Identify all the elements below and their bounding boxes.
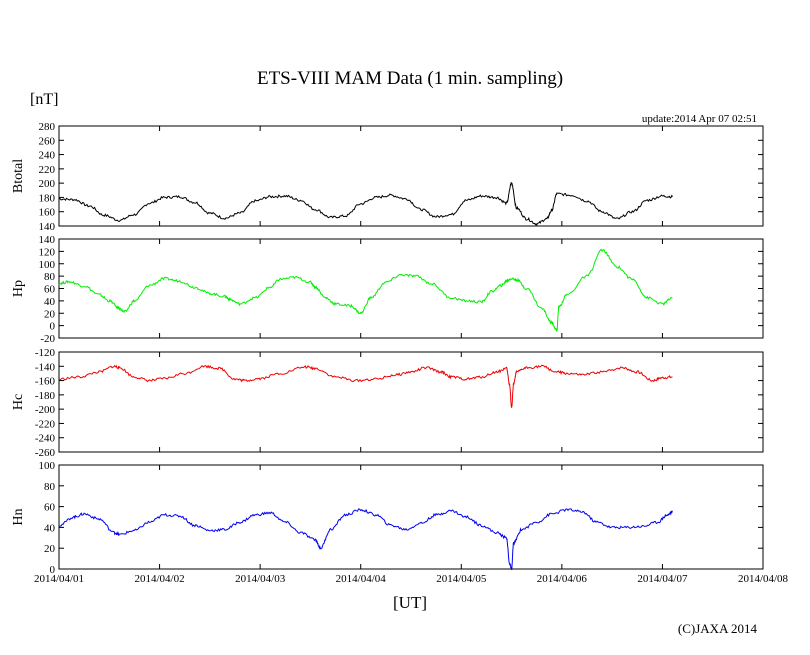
panel-frame — [58, 125, 764, 227]
series-line-btotal — [58, 181, 673, 227]
series-line-hn — [58, 508, 673, 571]
y-tick-label: 140 — [39, 234, 56, 246]
x-tick-label: 2014/04/02 — [135, 573, 185, 585]
panel-ylabel: Hp — [11, 280, 26, 297]
y-tick-label: 200 — [39, 178, 56, 190]
y-tick-label: 40 — [44, 296, 56, 308]
x-tick-label: 2014/04/04 — [336, 573, 387, 585]
panel-ylabel: Btotal — [11, 159, 26, 193]
y-tick-label: 0 — [50, 321, 56, 333]
y-tick-label: 60 — [44, 502, 56, 514]
series-line-hp — [58, 248, 673, 333]
y-tick-label: -240 — [35, 433, 56, 445]
y-tick-label: 20 — [44, 543, 56, 555]
chart-title: ETS-VIII MAM Data (1 min. sampling) — [257, 68, 563, 89]
panel-frame — [58, 351, 764, 453]
y-tick-label: 80 — [44, 271, 56, 283]
y-tick-label: 40 — [44, 522, 56, 534]
series-line-hc — [58, 364, 673, 408]
y-tick-label: 120 — [39, 246, 56, 258]
y-tick-label: 80 — [44, 481, 56, 493]
unit-label: [nT] — [30, 91, 58, 108]
y-tick-label: 240 — [39, 150, 56, 162]
y-tick-label: 180 — [39, 192, 56, 204]
y-tick-label: 20 — [44, 308, 56, 320]
panel-frame — [58, 464, 764, 570]
y-tick-label: -160 — [35, 376, 56, 388]
y-tick-label: 0 — [50, 564, 56, 576]
x-tick-label: 2014/04/01 — [34, 573, 84, 585]
panel-ylabel: Hn — [11, 508, 26, 525]
y-tick-label: 280 — [39, 121, 56, 133]
y-tick-label: 140 — [39, 221, 56, 233]
y-tick-label: -20 — [40, 333, 55, 345]
x-tick-label: 2014/04/06 — [537, 573, 588, 585]
panels-group: 140160180200220240260280Btotal-200204060… — [11, 121, 764, 576]
copyright-label: (C)JAXA 2014 — [678, 621, 758, 636]
x-axis: 2014/04/01 2014/04/02 2014/04/03 2014/04/04… — [34, 573, 789, 585]
panel-ylabel: Hc — [11, 394, 26, 410]
y-tick-label: -120 — [35, 347, 56, 359]
update-timestamp: update:2014 Apr 07 02:51 — [642, 113, 757, 125]
x-tick-label: 2014/04/05 — [436, 573, 487, 585]
y-tick-label: 100 — [39, 460, 56, 472]
x-tick-label: 2014/04/03 — [235, 573, 286, 585]
y-tick-label: 260 — [39, 135, 56, 147]
x-tick-label: 2014/04/08 — [738, 573, 789, 585]
panel-frame — [58, 238, 764, 339]
y-tick-label: -220 — [35, 418, 56, 430]
y-tick-label: -200 — [35, 404, 56, 416]
y-tick-label: -140 — [35, 361, 56, 373]
y-tick-label: 160 — [39, 207, 56, 219]
x-tick-label: 2014/04/07 — [637, 573, 688, 585]
y-tick-label: 220 — [39, 164, 56, 176]
x-axis-label: [UT] — [393, 593, 427, 612]
y-tick-label: 100 — [39, 259, 56, 271]
y-tick-label: -260 — [35, 447, 56, 459]
y-tick-label: 60 — [44, 284, 56, 296]
y-tick-label: -180 — [35, 390, 56, 402]
